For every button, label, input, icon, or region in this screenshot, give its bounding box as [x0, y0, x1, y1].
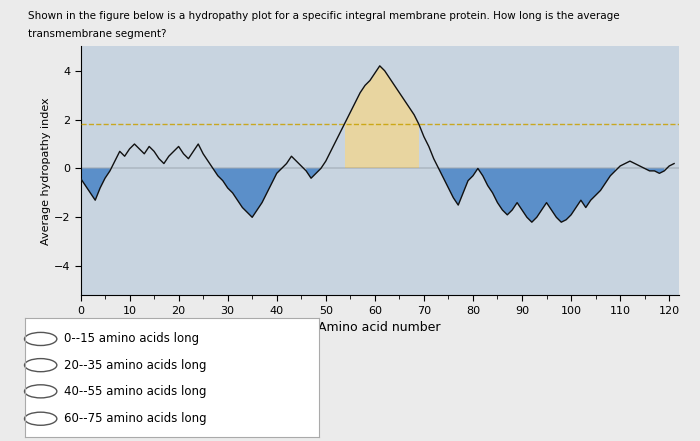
- Text: 0--15 amino acids long: 0--15 amino acids long: [64, 333, 200, 345]
- Y-axis label: Average hydropathy index: Average hydropathy index: [41, 97, 51, 245]
- Text: 60--75 amino acids long: 60--75 amino acids long: [64, 412, 206, 425]
- Text: Shown in the figure below is a hydropathy plot for a specific integral membrane : Shown in the figure below is a hydropath…: [28, 11, 620, 21]
- Text: 40--55 amino acids long: 40--55 amino acids long: [64, 385, 206, 398]
- Text: 20--35 amino acids long: 20--35 amino acids long: [64, 359, 206, 372]
- X-axis label: Amino acid number: Amino acid number: [318, 321, 441, 334]
- Text: transmembrane segment?: transmembrane segment?: [28, 29, 167, 39]
